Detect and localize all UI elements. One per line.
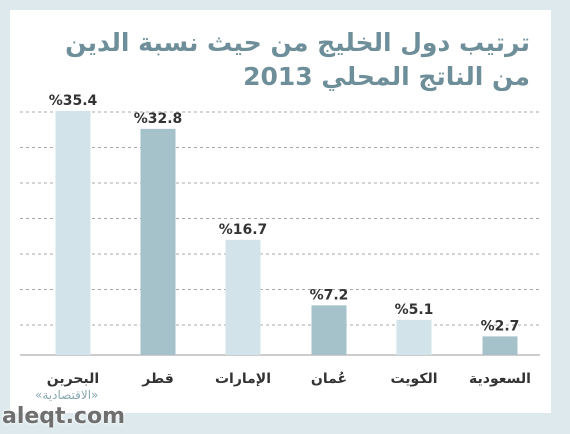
category-label: السعودية bbox=[469, 371, 531, 387]
category-label: الإمارات bbox=[215, 371, 271, 387]
data-label: %7.2 bbox=[310, 287, 349, 303]
category-label: الكويت bbox=[390, 371, 437, 387]
bar bbox=[396, 319, 432, 355]
bar bbox=[225, 239, 261, 355]
bar bbox=[140, 128, 176, 355]
category-label: عُمان bbox=[311, 371, 347, 387]
data-label: %2.7 bbox=[481, 318, 520, 334]
data-label: %5.1 bbox=[395, 302, 434, 318]
bar bbox=[311, 305, 347, 355]
bar bbox=[482, 336, 518, 355]
data-label: %32.8 bbox=[134, 111, 183, 127]
category-label: البحرين bbox=[47, 371, 99, 387]
site-watermark: aleqt.com bbox=[2, 404, 126, 429]
bar bbox=[55, 110, 91, 355]
data-label: %16.7 bbox=[219, 222, 268, 238]
chart-title: ترتيب دول الخليج من حيث نسبة الدين من ال… bbox=[65, 28, 530, 91]
chart-panel bbox=[10, 10, 551, 413]
data-label: %35.4 bbox=[49, 93, 98, 109]
category-label: قطر bbox=[141, 371, 174, 387]
source-credit: «الاقتصادية» bbox=[35, 388, 99, 402]
